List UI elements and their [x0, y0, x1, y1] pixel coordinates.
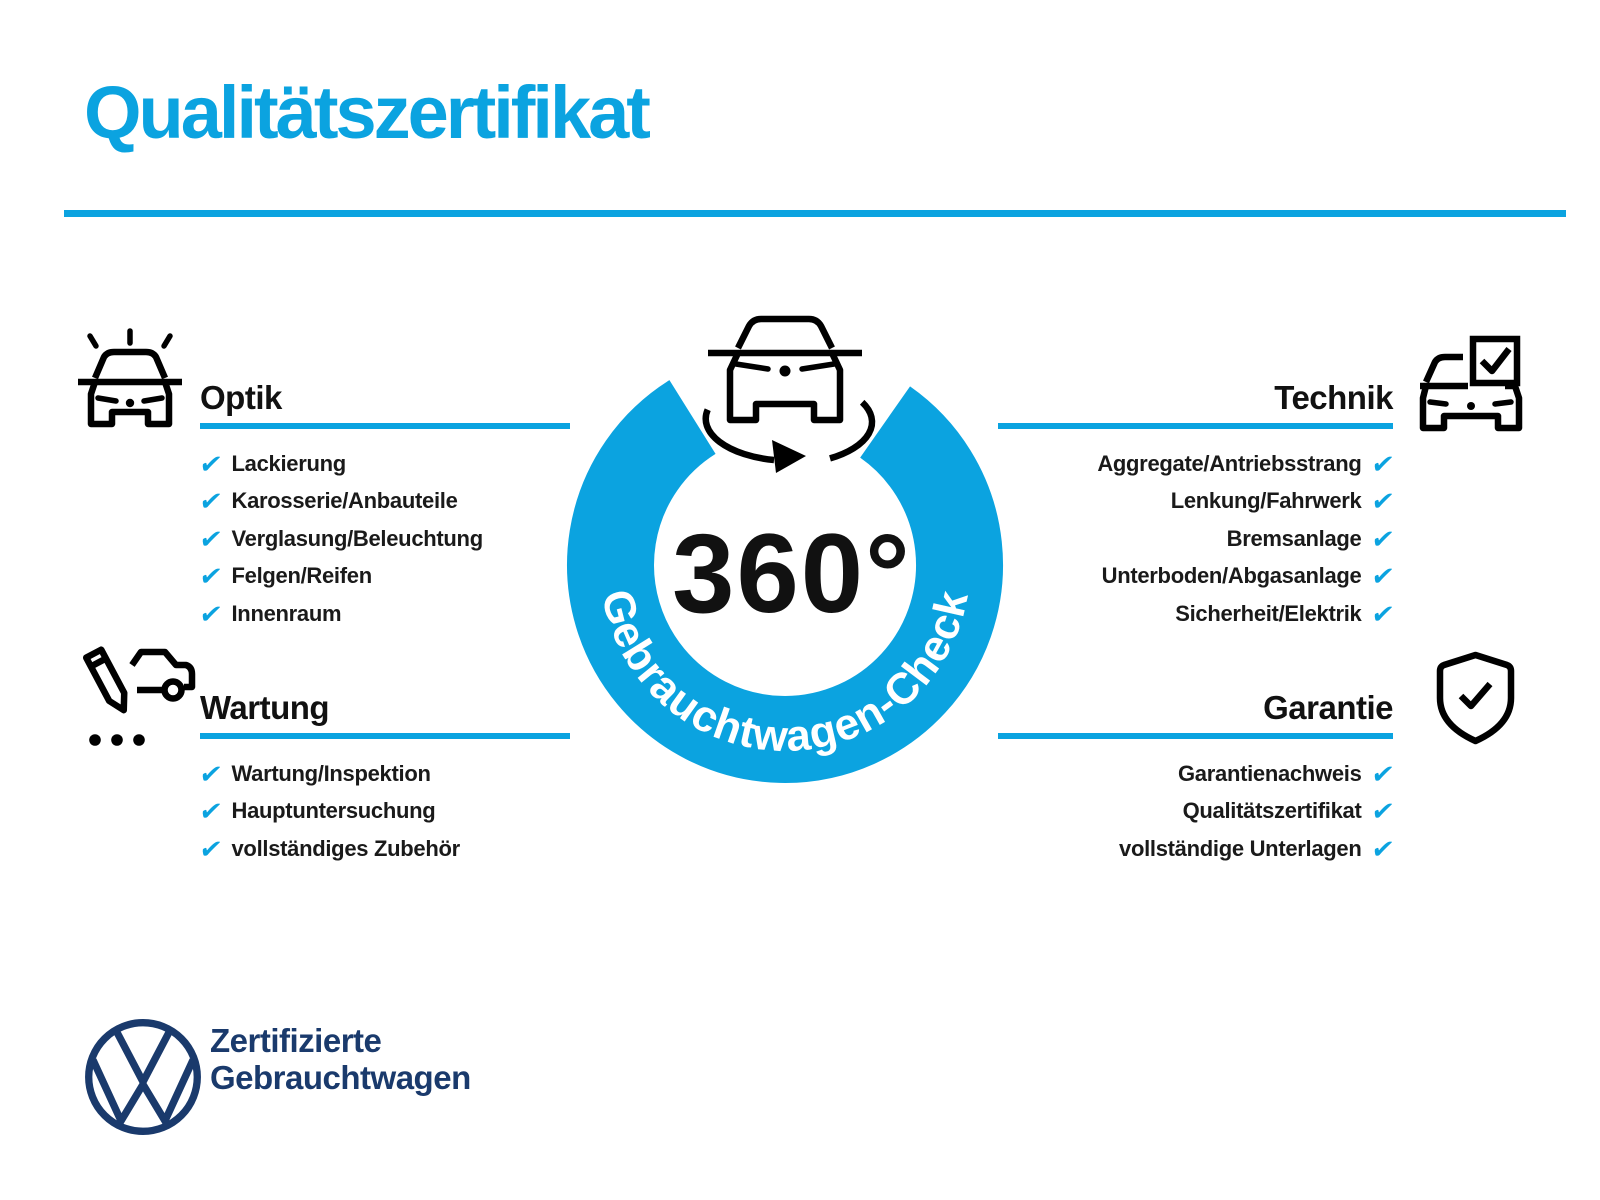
checklist-item: ✔ Hauptuntersuchung [197, 793, 570, 831]
pencil-car-icon [80, 642, 198, 748]
checklist-item-label: Sicherheit/Elektrik [1175, 600, 1362, 626]
checklist-item: ✔ vollständige Unterlagen [998, 830, 1396, 868]
checklist-item-label: Felgen/Reifen [231, 563, 373, 589]
brand-line-1: Zertifizierte [210, 1022, 382, 1059]
section-wartung-title: Wartung [200, 689, 330, 726]
check-icon: ✔ [1368, 796, 1396, 827]
checklist-item-label: Unterboden/Abgasanlage [1101, 563, 1362, 589]
section-rule [998, 423, 1393, 429]
check-icon: ✔ [197, 598, 225, 629]
check-icon: ✔ [197, 486, 225, 517]
section-technik-title: Technik [1274, 379, 1393, 416]
checklist-item: ✔ Verglasung/Beleuchtung [197, 520, 570, 558]
brand-line-2: Gebrauchtwagen [210, 1059, 471, 1096]
checklist-item-label: Hauptuntersuchung [231, 798, 436, 824]
checklist-item: ✔ Garantienachweis [998, 755, 1396, 793]
checklist-item: ✔ Unterboden/Abgasanlage [998, 558, 1396, 596]
checklist-item-label: vollständige Unterlagen [1119, 835, 1362, 861]
check-icon: ✔ [197, 561, 225, 592]
checklist-item-label: Aggregate/Antriebsstrang [1097, 450, 1362, 476]
car-rotate-icon [702, 315, 876, 473]
checklist-item-label: Qualitätszertifikat [1182, 798, 1362, 824]
checklist-item: ✔ Aggregate/Antriebsstrang [998, 445, 1396, 483]
brand-wordmark: Zertifizierte Gebrauchtwagen [210, 1022, 471, 1096]
section-optik-title: Optik [200, 379, 282, 416]
car-checkbox-icon [1418, 334, 1524, 440]
check-icon: ✔ [1368, 523, 1396, 554]
check-icon: ✔ [1368, 598, 1396, 629]
section-rule [200, 423, 570, 429]
car-shine-icon [76, 328, 184, 430]
badge-360-check: Gebrauchtwagen-Check 360° [558, 290, 1010, 794]
check-icon: ✔ [1368, 448, 1396, 479]
check-icon: ✔ [197, 523, 225, 554]
shield-check-icon [1433, 650, 1518, 746]
check-icon: ✔ [1368, 486, 1396, 517]
section-optik: Optik ✔ Lackierung ✔ Karosserie/Anbauteile ✔… [197, 378, 570, 633]
checklist-item: ✔ Lenkung/Fahrwerk [998, 483, 1396, 521]
badge-ring [567, 380, 1003, 783]
section-rule [200, 733, 570, 739]
checklist-item: ✔ Felgen/Reifen [197, 558, 570, 596]
technik-checklist: ✔ Aggregate/Antriebsstrang ✔ Lenkung/Fahrwe… [998, 445, 1396, 633]
section-garantie: Garantie ✔ Garantienachweis ✔ Qualitätszert… [998, 688, 1396, 868]
optik-checklist: ✔ Lackierung ✔ Karosserie/Anbauteile ✔ Vergla… [197, 445, 570, 633]
checklist-item: ✔ Karosserie/Anbauteile [197, 483, 570, 521]
section-technik: Technik ✔ Aggregate/Antriebsstrang ✔ Lenkun… [998, 378, 1396, 633]
vw-logo-icon [82, 1016, 204, 1138]
checklist-item-label: Innenraum [231, 600, 342, 626]
checklist-item: ✔ Lackierung [197, 445, 570, 483]
check-icon: ✔ [1368, 758, 1396, 789]
checklist-item: ✔ Qualitätszertifikat [998, 793, 1396, 831]
checklist-item-label: Lackierung [231, 450, 347, 476]
checklist-item: ✔ Wartung/Inspektion [197, 755, 570, 793]
check-icon: ✔ [197, 796, 225, 827]
checklist-item-label: Lenkung/Fahrwerk [1170, 488, 1362, 514]
check-icon: ✔ [197, 833, 225, 864]
checklist-item-label: Verglasung/Beleuchtung [231, 525, 484, 551]
badge-degrees-label: 360° [672, 511, 912, 636]
checklist-item-label: Bremsanlage [1226, 525, 1362, 551]
section-garantie-title: Garantie [1263, 689, 1393, 726]
title-divider [64, 210, 1566, 217]
checklist-item: ✔ vollständiges Zubehör [197, 830, 570, 868]
checklist-item: ✔ Sicherheit/Elektrik [998, 595, 1396, 633]
wartung-checklist: ✔ Wartung/Inspektion ✔ Hauptuntersuchung ✔ vo… [197, 755, 570, 868]
page-title: Qualitätszertifikat [84, 71, 651, 154]
garantie-checklist: ✔ Garantienachweis ✔ Qualitätszertifikat ✔ vo… [998, 755, 1396, 868]
checklist-item: ✔ Bremsanlage [998, 520, 1396, 558]
section-rule [998, 733, 1393, 739]
check-icon: ✔ [1368, 833, 1396, 864]
check-icon: ✔ [1368, 561, 1396, 592]
check-icon: ✔ [197, 758, 225, 789]
checklist-item-label: Garantienachweis [1178, 760, 1362, 786]
checklist-item-label: Karosserie/Anbauteile [231, 488, 458, 514]
checklist-item-label: Wartung/Inspektion [231, 760, 431, 786]
checklist-item-label: vollständiges Zubehör [231, 835, 461, 861]
check-icon: ✔ [197, 448, 225, 479]
section-wartung: Wartung ✔ Wartung/Inspektion ✔ Hauptuntersu… [197, 688, 570, 868]
checklist-item: ✔ Innenraum [197, 595, 570, 633]
